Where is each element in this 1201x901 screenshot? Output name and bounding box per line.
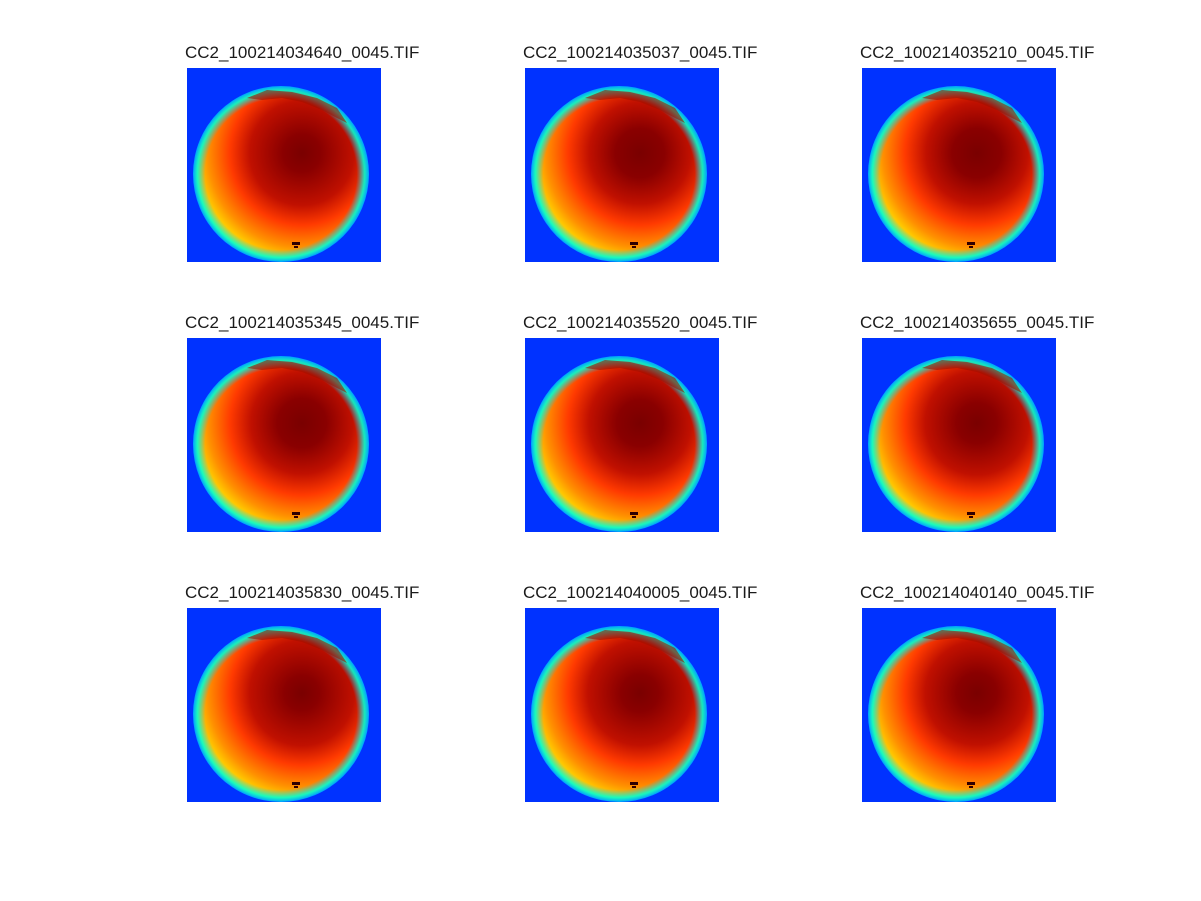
fisheye-sky-image	[525, 338, 719, 532]
fisheye-sky-image	[187, 338, 381, 532]
fisheye-sky-image	[187, 68, 381, 262]
panel-title: CC2_100214035830_0045.TIF	[185, 583, 420, 602]
panel-title: CC2_100214034640_0045.TIF	[185, 43, 420, 62]
panel-title: CC2_100214035520_0045.TIF	[523, 313, 758, 332]
image-panel: CC2_100214035655_0045.TIF	[860, 312, 1094, 532]
panel-title: CC2_100214040005_0045.TIF	[523, 583, 758, 602]
fisheye-sky-image	[525, 608, 719, 802]
panel-title: CC2_100214035037_0045.TIF	[523, 43, 758, 62]
image-panel: CC2_100214035037_0045.TIF	[523, 42, 757, 262]
image-panel: CC2_100214035520_0045.TIF	[523, 312, 757, 532]
image-panel: CC2_100214035210_0045.TIF	[860, 42, 1094, 262]
image-panel: CC2_100214034640_0045.TIF	[185, 42, 419, 262]
image-panel: CC2_100214035345_0045.TIF	[185, 312, 419, 532]
image-panel: CC2_100214035830_0045.TIF	[185, 582, 419, 802]
panel-title: CC2_100214040140_0045.TIF	[860, 583, 1095, 602]
image-panel: CC2_100214040005_0045.TIF	[523, 582, 757, 802]
panel-title: CC2_100214035210_0045.TIF	[860, 43, 1095, 62]
fisheye-sky-image	[862, 68, 1056, 262]
panel-title: CC2_100214035655_0045.TIF	[860, 313, 1095, 332]
fisheye-sky-image	[187, 608, 381, 802]
fisheye-sky-image	[862, 338, 1056, 532]
fisheye-sky-image	[525, 68, 719, 262]
image-panel: CC2_100214040140_0045.TIF	[860, 582, 1094, 802]
panel-title: CC2_100214035345_0045.TIF	[185, 313, 420, 332]
fisheye-sky-image	[862, 608, 1056, 802]
